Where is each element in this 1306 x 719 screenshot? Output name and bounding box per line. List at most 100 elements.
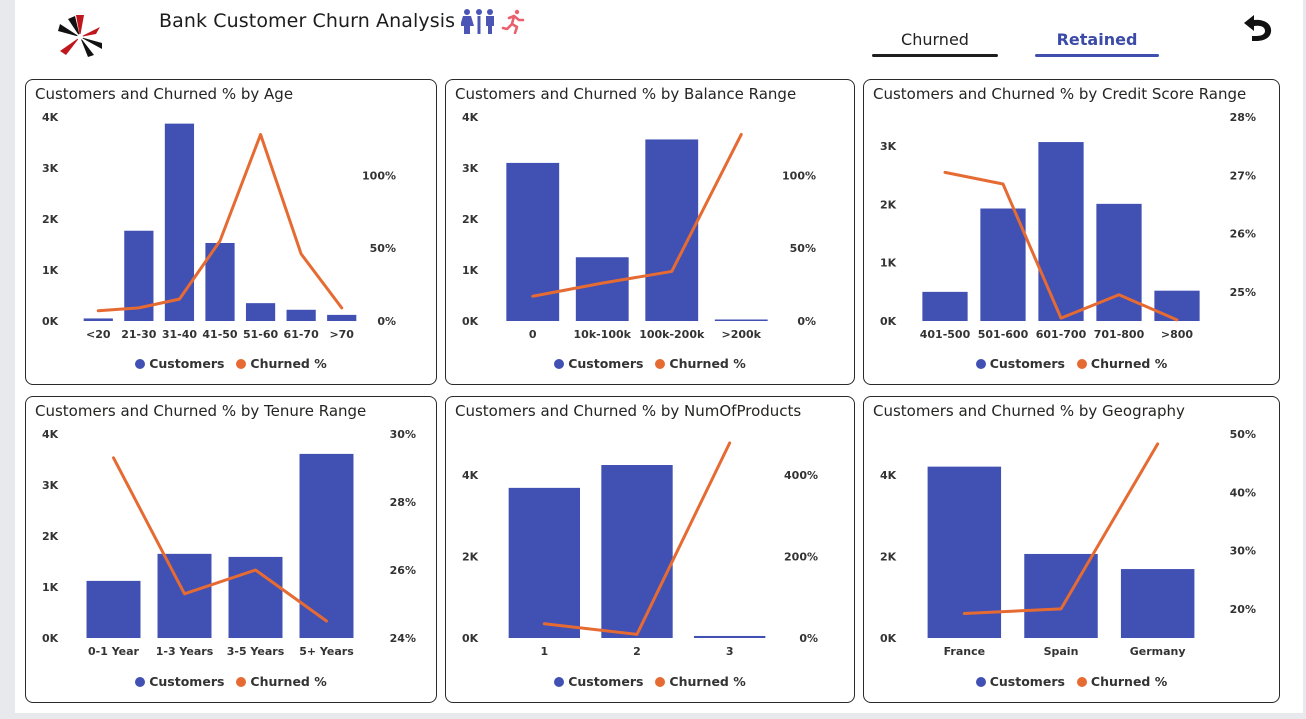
chart-card-credit-score: Customers and Churned % by Credit Score … bbox=[863, 79, 1280, 385]
x-axis-tick-label: 61-70 bbox=[284, 328, 320, 341]
x-axis-tick-label: 51-60 bbox=[243, 328, 279, 341]
legend-item-customers[interactable]: Customers bbox=[975, 356, 1065, 371]
tab-churned-label: Churned bbox=[901, 30, 969, 49]
chart-plot: 0K 2K 4K 20% 30% 40% 50% France Spain Germany bbox=[880, 428, 1256, 658]
churn-line bbox=[542, 441, 732, 636]
bar bbox=[1096, 203, 1142, 321]
bar bbox=[508, 487, 581, 638]
y2-axis-tick-label: 0% bbox=[799, 632, 818, 645]
legend-label: Customers bbox=[568, 674, 644, 689]
legend-label: Churned % bbox=[1090, 356, 1168, 371]
legend-item-churned[interactable]: Churned % bbox=[655, 674, 746, 689]
y2-axis-tick-label: 30% bbox=[390, 428, 416, 441]
bar bbox=[714, 319, 768, 321]
chart-card-num-products: Customers and Churned % by NumOfProducts… bbox=[445, 396, 855, 703]
y-axis-tick-label: 3K bbox=[42, 479, 59, 492]
x-axis-tick-label: 0-1 Year bbox=[88, 645, 140, 658]
legend-item-customers[interactable]: Customers bbox=[975, 674, 1065, 689]
legend-item-churned[interactable]: Churned % bbox=[236, 356, 327, 371]
chart-legend: Customers Churned % bbox=[446, 674, 854, 689]
y2-axis-tick-label: 28% bbox=[390, 496, 416, 509]
legend-item-churned[interactable]: Churned % bbox=[1076, 356, 1168, 371]
y2-axis-tick-label: 24% bbox=[390, 632, 416, 645]
bar bbox=[286, 309, 316, 321]
y-axis-tick-label: 4K bbox=[42, 428, 59, 441]
legend-label: Churned % bbox=[1090, 674, 1168, 689]
y-axis-tick-label: 2K bbox=[462, 550, 479, 563]
legend-item-churned[interactable]: Churned % bbox=[655, 356, 746, 371]
y2-axis-tick-label: 400% bbox=[784, 469, 818, 482]
logo-hands-icon bbox=[58, 15, 102, 57]
legend-item-customers[interactable]: Customers bbox=[135, 674, 224, 689]
bar bbox=[327, 314, 357, 321]
people-icon bbox=[461, 9, 495, 34]
legend-item-customers[interactable]: Customers bbox=[554, 356, 643, 371]
x-axis-tick-label: 501-600 bbox=[978, 328, 1029, 341]
legend-label: Customers bbox=[149, 356, 225, 371]
chart-plot: 0K 1K 2K 3K 4K 0% 50% 100% <20 21-30 31-40 41-50 51-… bbox=[42, 111, 396, 341]
legend-item-customers[interactable]: Customers bbox=[554, 674, 643, 689]
y-axis-tick-label: 0K bbox=[42, 632, 59, 645]
x-axis-tick-label: Spain bbox=[1044, 645, 1079, 658]
tab-retained[interactable]: Retained bbox=[1035, 30, 1159, 57]
legend-item-customers[interactable]: Customers bbox=[135, 356, 224, 371]
y-axis-tick-label: 2K bbox=[880, 198, 897, 211]
legend-item-churned[interactable]: Churned % bbox=[1076, 674, 1168, 689]
bar bbox=[601, 465, 673, 638]
bar bbox=[157, 553, 212, 638]
legend-label: Customers bbox=[989, 356, 1065, 371]
legend-label: Customers bbox=[989, 674, 1065, 689]
y-axis-tick-label: 1K bbox=[42, 264, 59, 277]
y2-axis-tick-label: 40% bbox=[1230, 486, 1256, 499]
bar bbox=[83, 318, 113, 321]
header: Bank Customer Churn Analysis bbox=[159, 8, 526, 34]
x-axis-tick-label: <20 bbox=[86, 328, 111, 341]
bar bbox=[164, 123, 195, 321]
legend-label: Churned % bbox=[669, 356, 746, 371]
y-axis-tick-label: 4K bbox=[462, 469, 479, 482]
y2-axis-tick-label: 50% bbox=[790, 242, 816, 255]
y2-axis-tick-label: 50% bbox=[370, 242, 396, 255]
legend-item-churned[interactable]: Churned % bbox=[236, 674, 327, 689]
chart-title: Customers and Churned % by NumOfProducts bbox=[455, 402, 802, 420]
bar bbox=[927, 466, 1002, 638]
y-axis-tick-label: 0K bbox=[462, 632, 479, 645]
chart-legend: Customers Churned % bbox=[864, 356, 1279, 371]
chart-title: Customers and Churned % by Age bbox=[35, 85, 294, 103]
y-axis-tick-label: 2K bbox=[42, 213, 59, 226]
y-axis-tick-label: 2K bbox=[42, 530, 59, 543]
tab-retained-underline bbox=[1035, 54, 1159, 57]
chart-plot: 0K 1K 2K 3K 4K 0% 50% 100% 0 10k-100k 100k-200k >20… bbox=[462, 111, 816, 341]
x-axis-tick-label: 0 bbox=[529, 328, 537, 341]
bar bbox=[693, 635, 766, 638]
y-axis-tick-label: 0K bbox=[880, 632, 897, 645]
x-axis-tick-label: 1 bbox=[541, 645, 549, 658]
x-axis-tick-label: Germany bbox=[1130, 645, 1186, 658]
back-arrow-icon[interactable] bbox=[1240, 12, 1276, 44]
bar bbox=[86, 580, 141, 638]
chart-card-balance: Customers and Churned % by Balance Range… bbox=[445, 79, 855, 385]
chart-title: Customers and Churned % by Geography bbox=[873, 402, 1185, 420]
x-axis-tick-label: 10k-100k bbox=[574, 328, 632, 341]
tab-churned[interactable]: Churned bbox=[872, 30, 998, 57]
page-title: Bank Customer Churn Analysis bbox=[159, 10, 456, 32]
y-axis-tick-label: 2K bbox=[880, 550, 897, 563]
x-axis-tick-label: 100k-200k bbox=[639, 328, 705, 341]
x-axis-tick-label: 601-700 bbox=[1036, 328, 1087, 341]
x-axis-tick-label: 3-5 Years bbox=[227, 645, 285, 658]
churn-line bbox=[531, 132, 743, 298]
y-axis-tick-label: 4K bbox=[42, 111, 59, 124]
churn-line bbox=[943, 170, 1179, 322]
bar bbox=[922, 291, 968, 321]
y2-axis-tick-label: 100% bbox=[782, 169, 816, 182]
churn-line bbox=[96, 132, 344, 313]
y-axis-tick-label: 0K bbox=[42, 315, 59, 328]
x-axis-tick-label: 701-800 bbox=[1094, 328, 1145, 341]
x-axis-tick-label: >70 bbox=[329, 328, 354, 341]
legend-label: Customers bbox=[149, 674, 225, 689]
y2-axis-tick-label: 50% bbox=[1230, 428, 1256, 441]
y2-axis-tick-label: 200% bbox=[784, 550, 818, 563]
chart-plot: 0K 2K 4K 0% 200% 400% 1 2 3 bbox=[462, 441, 818, 658]
chart-card-geography: Customers and Churned % by Geography 0K 2… bbox=[863, 396, 1280, 703]
bar bbox=[1038, 142, 1084, 321]
